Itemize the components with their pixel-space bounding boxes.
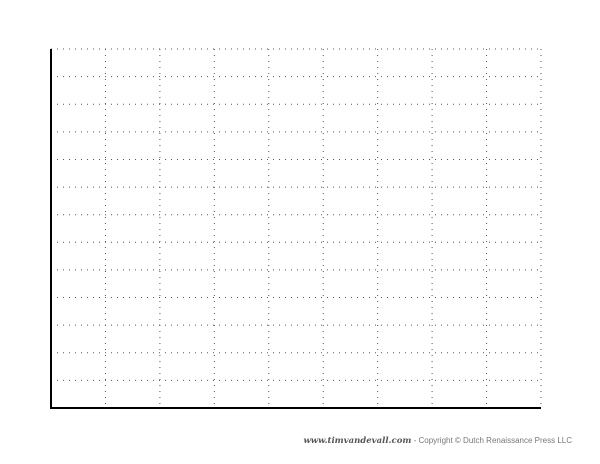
- vertical-gridlines: [104, 49, 542, 408]
- footer-credit: www.timvandevall.com - Copyright © Dutch…: [0, 436, 572, 446]
- footer-copyright: Copyright © Dutch Renaissance Press LLC: [418, 436, 572, 445]
- footer-separator: -: [411, 436, 419, 445]
- horizontal-gridlines: [51, 48, 541, 381]
- footer-site: www.timvandevall.com: [303, 436, 412, 446]
- axes: [50, 49, 541, 409]
